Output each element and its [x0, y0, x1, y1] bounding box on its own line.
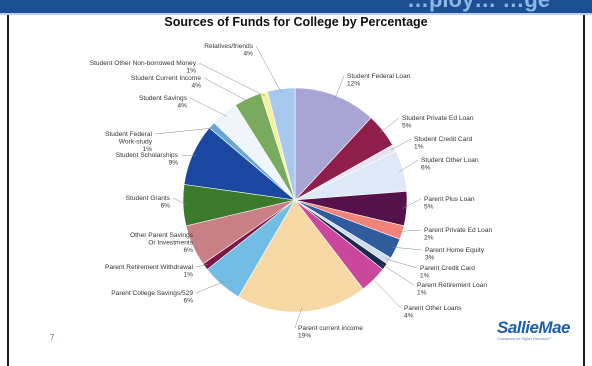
slice-label: Other Parent Savings Or Investments 6%: [130, 232, 194, 254]
header-band-text: …ploy… …ge: [407, 0, 550, 13]
leader-line: [154, 127, 215, 135]
slice-labels: Student Federal Loan 12% Student Private E…: [90, 43, 493, 339]
page-number: 7: [50, 333, 55, 342]
leader-line: [379, 117, 400, 134]
logo-wordmark: SallieMae: [497, 318, 571, 337]
leader-line: [398, 229, 422, 232]
slice-label: Student Federal Work-study 1%: [105, 131, 153, 153]
leader-line: [334, 75, 345, 100]
leader-line: [198, 62, 266, 97]
slice-label: Student Other Loan 6%: [421, 157, 479, 171]
leader-line: [203, 77, 250, 103]
slice-label: Student Private Ed Loan 5%: [402, 115, 474, 129]
leader-line: [189, 97, 227, 117]
slice-label: Relatives/friends 4%: [204, 43, 253, 57]
leader-line: [390, 138, 412, 151]
leader-line: [385, 258, 418, 269]
pie-slices: [182, 87, 408, 313]
leader-line: [172, 197, 188, 206]
right-border-line: [583, 15, 585, 366]
slice-label: Parent Credit Card 1%: [420, 265, 475, 279]
leader-line: [402, 198, 422, 209]
leader-line: [294, 307, 302, 329]
label-leader-lines: [154, 45, 423, 329]
leader-line: [180, 154, 197, 157]
slice-label: Student Grants 6%: [126, 195, 171, 209]
leader-line: [370, 276, 402, 309]
slice-label: Parent Plus Loan 5%: [424, 196, 475, 210]
slice-label: Parent College Savings/529 6%: [111, 290, 193, 304]
left-border-line: [7, 15, 9, 366]
slice-label: Student Current Income 4%: [131, 75, 201, 89]
slice-label: Student Federal Loan 12%: [347, 73, 411, 87]
slice-label: Student Other Non-borrowed Money 1%: [90, 60, 197, 74]
slice-label: Parent Home Equity 3%: [425, 247, 485, 261]
leader-line: [399, 159, 419, 173]
logo-tagline: Champions for Higher Education℠: [497, 337, 553, 341]
slice-label: Parent Retirement Withdrawal 1%: [105, 264, 193, 278]
slice-label: Parent Private Ed Loan 2%: [424, 227, 493, 241]
slice-label: Parent Retirement Loan 1%: [417, 282, 487, 296]
slice-label: Student Credit Card 1%: [414, 136, 473, 150]
leader-line: [392, 246, 423, 251]
leader-line: [195, 281, 225, 294]
leader-line: [381, 264, 415, 286]
pie-slice: [238, 199, 364, 313]
salliemae-logo: SallieMae Champions for Higher Education…: [497, 318, 571, 350]
chart-title: Sources of Funds for College by Percenta…: [164, 15, 428, 29]
header-band: …ploy… …ge: [0, 0, 592, 15]
slice-label: Student Scholarships 9%: [116, 152, 179, 166]
slice-label: Parent Other Loans 4%: [404, 305, 462, 319]
leader-line: [255, 45, 282, 93]
leader-line: [195, 264, 209, 268]
slice-label: Parent current income 19%: [298, 325, 363, 339]
pie-slice: [267, 87, 296, 201]
slice-label: Student Savings 4%: [139, 95, 188, 109]
